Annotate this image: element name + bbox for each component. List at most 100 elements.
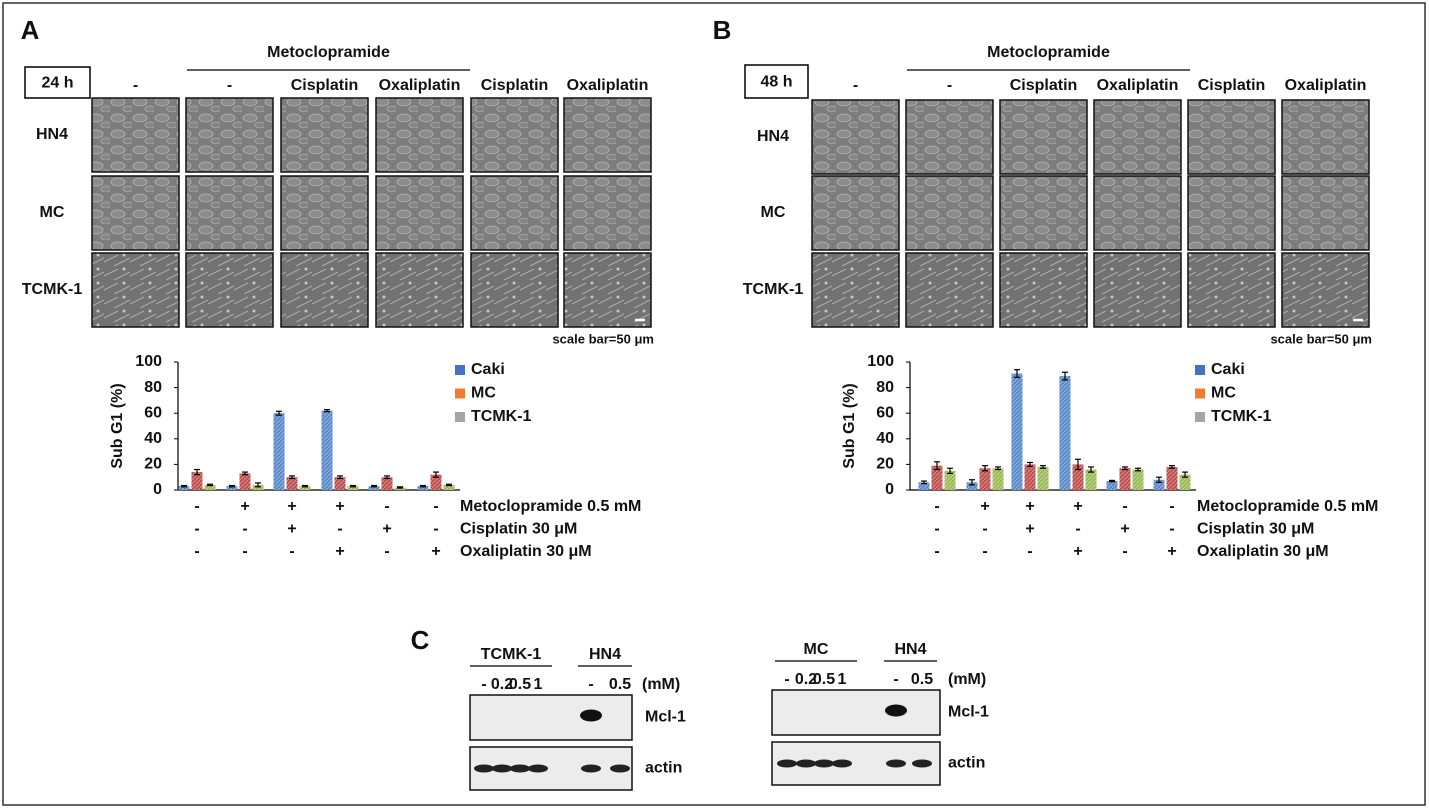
error-bar <box>1014 369 1020 378</box>
legend-label: Caki <box>1211 361 1245 378</box>
condition-mark: + <box>1167 543 1176 560</box>
bar-hatch <box>368 486 380 490</box>
bar-hatch <box>204 484 216 490</box>
error-bar <box>420 484 426 488</box>
legend-label: TCMK-1 <box>1211 408 1272 425</box>
condition-mark: - <box>982 543 987 560</box>
micrograph <box>563 252 652 328</box>
error-bar <box>1027 461 1033 467</box>
error-bar <box>255 482 261 488</box>
error-bar <box>207 483 213 487</box>
condition-mark: + <box>382 521 391 538</box>
condition-label: Cisplatin 30 μM <box>460 521 577 538</box>
column-label: Oxaliplatin <box>379 77 461 94</box>
treatment-header: Metoclopramide <box>987 44 1110 61</box>
legend-swatch <box>455 412 465 422</box>
micrograph <box>91 252 180 328</box>
lane-label: 0.5 <box>609 676 631 693</box>
bar-hatch <box>1179 474 1191 490</box>
column-label: Oxaliplatin <box>1097 77 1179 94</box>
condition-mark: - <box>384 543 389 560</box>
error-bar <box>921 480 927 485</box>
condition-mark: - <box>242 543 247 560</box>
band <box>885 704 907 717</box>
bar-hatch <box>931 465 943 490</box>
band <box>777 759 797 768</box>
condition-mark: + <box>1120 521 1129 538</box>
condition-mark: - <box>982 521 987 538</box>
condition-label: Metoclopramide 0.5 mM <box>460 498 641 515</box>
micrograph <box>91 175 180 251</box>
legend-swatch <box>1195 365 1205 375</box>
condition-mark: - <box>1122 498 1127 515</box>
condition-mark: - <box>1122 543 1127 560</box>
y-tick-label: 100 <box>135 353 162 370</box>
micrograph <box>470 175 559 251</box>
bar-hatch <box>299 486 311 490</box>
condition-label: Oxaliplatin 30 μM <box>460 543 592 560</box>
row-label: HN4 <box>757 128 789 145</box>
y-tick-label: 80 <box>144 379 162 396</box>
y-tick-label: 0 <box>153 481 162 498</box>
panel-label: B <box>713 15 732 45</box>
condition-mark: + <box>335 543 344 560</box>
micrograph <box>470 252 559 328</box>
blot <box>771 689 941 736</box>
error-bar <box>982 465 988 472</box>
condition-mark: + <box>1025 498 1034 515</box>
scale-bar-label: scale bar=50 μm <box>1270 331 1372 346</box>
condition-mark: + <box>1073 498 1082 515</box>
condition-mark: + <box>287 498 296 515</box>
condition-mark: - <box>384 498 389 515</box>
lane-label: 1 <box>838 671 847 688</box>
column-label: - <box>853 77 858 94</box>
micrograph <box>811 175 900 251</box>
micrograph <box>185 97 274 173</box>
row-label: HN4 <box>36 126 68 143</box>
micrograph <box>811 252 900 328</box>
band <box>796 759 816 768</box>
error-bar <box>1109 479 1115 483</box>
band <box>610 764 630 773</box>
y-tick-label: 60 <box>876 404 894 421</box>
column-label: Cisplatin <box>1198 77 1266 94</box>
treatment-header: Metoclopramide <box>267 44 390 61</box>
condition-mark: - <box>934 498 939 515</box>
lane-label: - <box>481 676 486 693</box>
lane-label: 0.5 <box>813 671 835 688</box>
micrograph <box>470 97 559 173</box>
column-label: - <box>947 77 952 94</box>
bar-hatch <box>1153 479 1165 490</box>
bar-hatch <box>1132 469 1144 490</box>
error-bar <box>1169 465 1175 469</box>
time-box <box>744 64 809 99</box>
blot-row-label: actin <box>948 755 985 772</box>
y-tick-label: 40 <box>876 430 894 447</box>
error-bar <box>1062 371 1068 381</box>
legend-label: MC <box>1211 385 1236 402</box>
micrograph <box>905 175 994 251</box>
error-bar <box>181 484 187 488</box>
band <box>580 709 602 722</box>
column-label: Oxaliplatin <box>1285 77 1367 94</box>
micrograph <box>375 175 464 251</box>
bar-hatch <box>1106 481 1118 490</box>
error-bar <box>446 483 452 487</box>
micrograph <box>905 99 994 175</box>
band <box>474 764 494 773</box>
bar-hatch <box>1037 466 1049 490</box>
column-label: - <box>133 77 138 94</box>
micrograph <box>375 252 464 328</box>
legend-swatch <box>1195 388 1205 399</box>
condition-label: Metoclopramide 0.5 mM <box>1197 498 1378 515</box>
band <box>912 759 932 768</box>
micrograph <box>185 252 274 328</box>
condition-mark: - <box>289 543 294 560</box>
micrograph <box>280 252 369 328</box>
condition-mark: + <box>1025 521 1034 538</box>
bar-hatch <box>992 468 1004 490</box>
band <box>814 759 834 768</box>
bar-hatch <box>1166 466 1178 490</box>
column-label: Oxaliplatin <box>567 77 649 94</box>
scale-bar-label: scale bar=50 μm <box>552 331 654 346</box>
